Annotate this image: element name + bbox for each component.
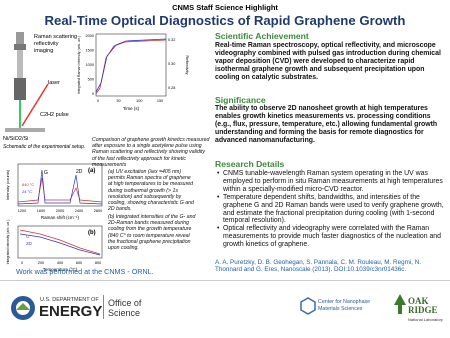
title: Real-Time Optical Diagnostics of Rapid G… xyxy=(44,13,406,28)
footer: U.S. DEPARTMENT OF ENERGY Office of Scie… xyxy=(0,280,450,338)
laser-beam xyxy=(21,83,49,127)
bullet-list: • CNMS tunable-wavelength Raman system op… xyxy=(215,170,447,249)
x-ticks: 0 50 100 150 xyxy=(97,99,163,103)
section-heading: Research Details xyxy=(215,159,285,169)
objective xyxy=(17,50,23,78)
tick-label: 500 xyxy=(88,78,94,82)
bullet-dot: • xyxy=(217,225,220,233)
tick-label: 0.28 xyxy=(168,86,175,90)
figures: Raman scattering reflectivity imaging la… xyxy=(3,32,190,272)
cooling-curve xyxy=(19,233,101,256)
section-body: The ability to observe 2D nanosheet grow… xyxy=(215,105,438,144)
bullet-dot: • xyxy=(217,193,220,201)
temp-label: 24 °C xyxy=(22,189,32,194)
tick-label: 2800 xyxy=(94,209,102,213)
cnms-logo xyxy=(300,297,316,315)
bullet-text: Optical reflectivity and videography wer… xyxy=(223,225,441,249)
reflectivity-curve xyxy=(95,38,167,93)
x-ticks: 1200 1600 2000 2400 2800 xyxy=(18,209,102,213)
schematic-label: Ni/SiO2/Si xyxy=(3,136,28,142)
x-ticks: 0 200 400 600 800 xyxy=(21,261,101,265)
bullet: • CNMS tunable-wavelength Raman system op… xyxy=(215,170,447,194)
band-label: G xyxy=(26,234,30,239)
temp-label: 840 °C xyxy=(22,182,34,187)
band-label: G xyxy=(44,170,48,176)
y2-ticks: 0.28 0.30 0.32 xyxy=(168,38,175,90)
office-label: Office of xyxy=(108,298,142,308)
tick-label: 1500 xyxy=(86,49,94,53)
bullet-text: Temperature dependent shifts, bandwidths… xyxy=(223,193,444,225)
substrate xyxy=(5,128,45,132)
tick-label: 2400 xyxy=(75,209,83,213)
doe-label: U.S. DEPARTMENT OF xyxy=(40,297,99,303)
tick-label: 800 xyxy=(95,261,101,265)
section-body: Real-time Raman spectroscopy, optical re… xyxy=(215,42,441,81)
plot-frame xyxy=(17,163,103,207)
tick-label: 600 xyxy=(76,261,82,265)
objective xyxy=(14,78,26,100)
tick-label: 1000 xyxy=(86,63,94,67)
divider xyxy=(103,295,104,319)
ornl-label: National Laboratory xyxy=(408,317,443,322)
tick-label: 0 xyxy=(92,92,94,96)
cnms-label: Center for Nanophase Materials Sciences xyxy=(318,299,371,312)
ornl-tree xyxy=(394,294,406,314)
tick-label: 0 xyxy=(21,261,23,265)
schematic-label: imaging xyxy=(34,48,53,54)
panel-tag: (b) xyxy=(88,230,96,236)
tick-label: 1600 xyxy=(37,209,45,213)
y-label: Integrated Raman intensity (arb. un.) xyxy=(77,36,81,95)
office-label: Science xyxy=(108,308,141,318)
tick-label: 200 xyxy=(38,261,44,265)
bullet-dot: • xyxy=(217,170,220,177)
band-label: 2D xyxy=(76,169,83,175)
tick-label: 0.32 xyxy=(168,38,175,42)
y-label: Intensity (counts) xyxy=(5,169,10,200)
header-label: CNMS Staff Science Highlight xyxy=(172,3,278,12)
raman-curve xyxy=(95,39,167,95)
x-label: Raman shift (cm⁻¹) xyxy=(41,215,80,220)
schematic-label: C2H2 pulse xyxy=(40,112,69,118)
tick-label: 400 xyxy=(57,261,63,265)
objective xyxy=(16,32,24,44)
tick-label: 100 xyxy=(136,99,142,103)
ornl-label: OAK RIDGE xyxy=(408,296,438,315)
work-note: Work was performed at the CNMS - ORNL. xyxy=(16,267,154,276)
citation: A. A. Puretzky, D. B. Geohegan, S. Panna… xyxy=(215,259,422,274)
tick-label: 150 xyxy=(157,99,163,103)
tick-label: 50 xyxy=(117,99,121,103)
tick-label: 2000 xyxy=(86,34,94,38)
band-label: 2D xyxy=(26,241,33,246)
section-heading: Significance xyxy=(215,95,266,105)
tick-label: 0 xyxy=(97,99,99,103)
x-label: Time (s) xyxy=(123,106,140,111)
x-label: Temperature (°C) xyxy=(43,267,78,272)
panel-tag: (a) xyxy=(88,168,95,174)
spectrum xyxy=(17,169,103,205)
schematic-caption: Schematic of the experimental setup. xyxy=(3,144,85,150)
figure-caption: (a) UV excitation (λex =405 nm) permits … xyxy=(108,169,194,213)
cooling-curve xyxy=(19,229,101,255)
doe-seal xyxy=(11,296,35,320)
objective xyxy=(14,44,26,50)
y-ticks: 0 500 1000 1500 2000 xyxy=(86,34,94,96)
figure-caption: (b) Integrated intensities of the G- and… xyxy=(108,214,196,252)
tick-label: 0.30 xyxy=(168,62,175,66)
y2-label: Reflectivity xyxy=(185,55,190,74)
section-heading: Scientific Achievement xyxy=(215,31,309,41)
schematic-label: laser xyxy=(48,80,60,86)
plot-frame xyxy=(17,225,103,259)
schematic-label: reflectivity xyxy=(34,41,59,47)
doe-label: ENERGY xyxy=(39,303,103,320)
schematic-label: Raman scattering xyxy=(34,34,77,40)
bullet: • Temperature dependent shifts, bandwidth… xyxy=(215,194,447,226)
figure-caption: Comparison of graphene growth kinetics m… xyxy=(92,137,210,168)
bullet-text: CNMS tunable-wavelength Raman system ope… xyxy=(223,170,443,193)
tick-label: 2000 xyxy=(56,209,64,213)
y-label: Integrated intensity (arb. un.) xyxy=(6,220,10,265)
tick-label: 1200 xyxy=(18,209,26,213)
plot-frame xyxy=(95,33,167,97)
bullet: • Optical reflectivity and videography we… xyxy=(215,225,447,249)
